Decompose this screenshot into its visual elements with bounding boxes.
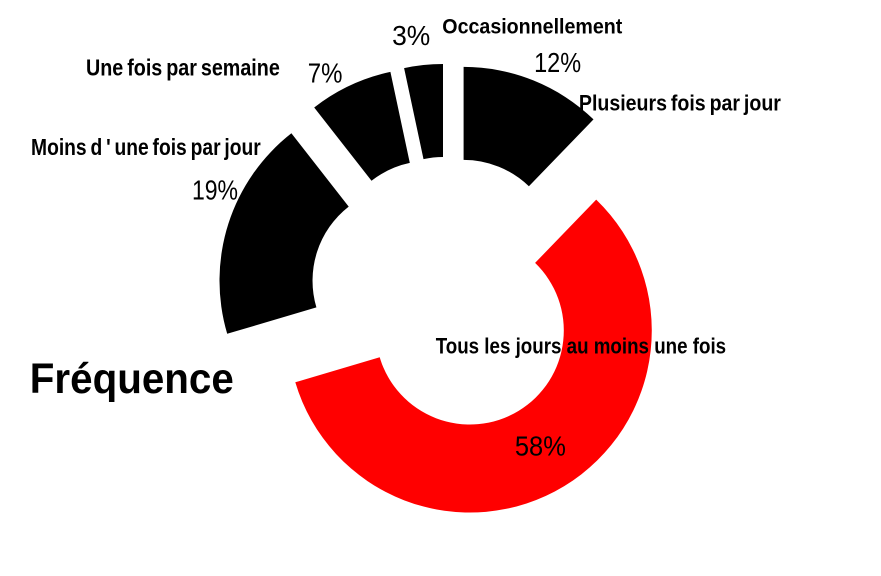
- svg-text:Occasionnellement: Occasionnellement: [442, 14, 622, 38]
- svg-text:Moins d ' une fois par jour: Moins d ' une fois par jour: [31, 134, 261, 160]
- svg-text:12%: 12%: [534, 47, 581, 78]
- svg-text:Plusieurs fois par jour: Plusieurs fois par jour: [579, 91, 781, 116]
- svg-text:3%: 3%: [392, 20, 430, 51]
- svg-text:Une fois par semaine: Une fois par semaine: [86, 54, 280, 80]
- svg-text:Tous les jours au moins une fo: Tous les jours au moins une fois: [436, 334, 726, 359]
- svg-text:19%: 19%: [192, 175, 238, 206]
- svg-text:7%: 7%: [308, 58, 343, 89]
- svg-text:58%: 58%: [515, 431, 566, 462]
- svg-text:Fréquence: Fréquence: [30, 355, 234, 403]
